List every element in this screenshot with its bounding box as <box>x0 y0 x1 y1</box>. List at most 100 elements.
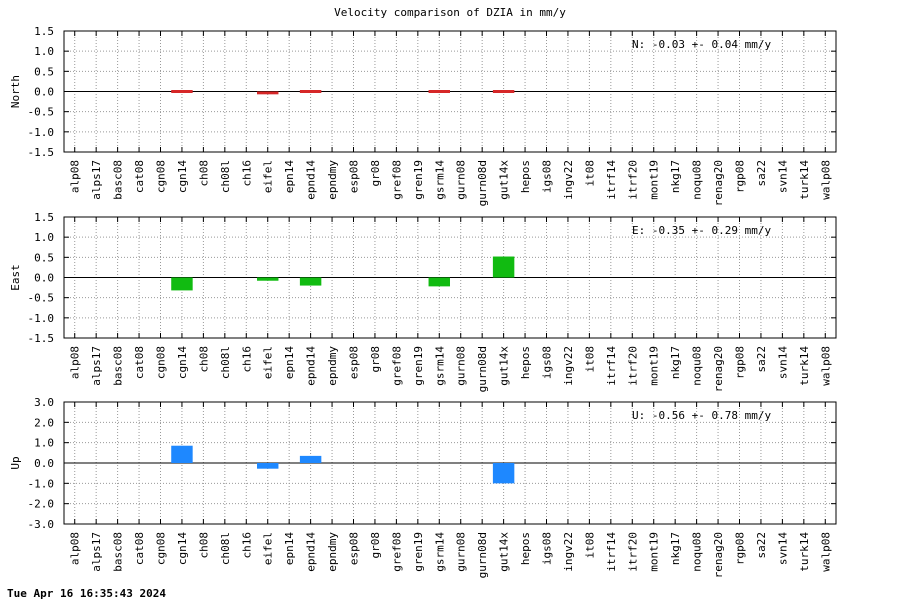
x-tick-label: nkg17 <box>669 160 682 193</box>
bar-eifel <box>257 277 279 281</box>
y-axis-label: North <box>9 75 22 108</box>
bar-cgn14 <box>171 277 193 291</box>
bar-epnd14 <box>299 277 322 286</box>
x-tick-label: hepos <box>519 160 532 193</box>
x-tick-label: itrf20 <box>626 160 639 200</box>
chart-title: Velocity comparison of DZIA in mm/y <box>334 6 566 19</box>
x-tick-label: cgn08 <box>155 160 168 193</box>
x-tick-label: itrf14 <box>605 346 618 386</box>
x-tick-label: ch08l <box>219 160 232 193</box>
x-tick-label: epndmy <box>326 532 339 572</box>
y-tick-label: -0.5 <box>28 106 55 119</box>
x-tick-label: gurn08 <box>455 532 468 572</box>
bar-gut14x <box>492 256 515 278</box>
x-tick-label: cat08 <box>133 346 146 379</box>
x-tick-label: gurn08d <box>476 160 489 206</box>
x-tick-label: gsrm14 <box>433 532 446 572</box>
x-tick-label: gren19 <box>412 160 425 200</box>
x-tick-label: ingv22 <box>562 346 575 386</box>
x-tick-label: it08 <box>583 346 596 373</box>
x-tick-label: rgp08 <box>734 160 747 193</box>
x-tick-label: sa22 <box>755 346 768 373</box>
y-tick-label: -1.0 <box>28 312 55 325</box>
bar-gut14x <box>492 463 515 484</box>
x-tick-label: igs08 <box>541 532 554 565</box>
bar-cgn14 <box>171 90 193 93</box>
x-tick-label: alps17 <box>90 160 103 200</box>
x-tick-label: eifel <box>262 346 275 379</box>
x-tick-label: svn14 <box>776 160 789 193</box>
x-tick-label: mont19 <box>648 532 661 572</box>
x-tick-label: gref08 <box>390 160 403 200</box>
x-tick-label: walp08 <box>819 160 832 200</box>
x-tick-label: turk14 <box>798 532 811 572</box>
x-tick-label: gurn08d <box>476 532 489 578</box>
x-tick-label: itrf20 <box>626 532 639 572</box>
x-tick-label: esp08 <box>348 346 361 379</box>
x-tick-label: walp08 <box>819 346 832 386</box>
y-tick-label: -1.5 <box>28 332 55 345</box>
x-tick-label: epndmy <box>326 160 339 200</box>
plot-frame <box>63 216 837 339</box>
y-tick-label: 1.0 <box>34 231 54 244</box>
x-tick-label: cgn08 <box>155 346 168 379</box>
y-tick-label: 0.5 <box>34 251 54 264</box>
y-tick-label: 2.0 <box>34 416 54 429</box>
x-tick-label: gref08 <box>390 532 403 572</box>
x-tick-label: gr08 <box>369 160 382 187</box>
stats-annotation: E: -0.35 +- 0.29 mm/y <box>632 224 771 237</box>
y-tick-label: -0.5 <box>28 292 55 305</box>
x-tick-label: cgn14 <box>176 532 189 565</box>
bar-gsrm14 <box>428 90 450 93</box>
y-tick-label: 1.5 <box>34 25 54 38</box>
bar-eifel <box>257 463 279 469</box>
x-tick-label: epn14 <box>283 532 296 565</box>
x-tick-label: igs08 <box>541 160 554 193</box>
x-tick-label: epnd14 <box>305 160 318 200</box>
x-tick-label: epndmy <box>326 346 339 386</box>
bar-epnd14 <box>299 90 322 93</box>
x-tick-label: ch16 <box>240 346 253 373</box>
x-tick-label: gr08 <box>369 346 382 373</box>
x-tick-label: epnd14 <box>305 346 318 386</box>
x-tick-label: noqu08 <box>691 532 704 572</box>
x-tick-label: alps17 <box>90 346 103 386</box>
x-tick-label: basc08 <box>112 346 125 386</box>
x-tick-label: mont19 <box>648 160 661 200</box>
y-tick-label: 0.5 <box>34 65 54 78</box>
x-tick-label: renag20 <box>712 160 725 206</box>
x-tick-label: walp08 <box>819 532 832 572</box>
x-tick-label: ingv22 <box>562 160 575 200</box>
x-tick-label: ch08 <box>197 346 210 373</box>
y-tick-label: -2.0 <box>28 498 55 511</box>
stats-annotation: N: -0.03 +- 0.04 mm/y <box>632 38 771 51</box>
x-tick-label: gr08 <box>369 532 382 559</box>
x-tick-label: it08 <box>583 532 596 559</box>
x-tick-label: ch08 <box>197 532 210 559</box>
y-tick-label: 0.0 <box>34 272 54 285</box>
x-tick-label: cgn14 <box>176 346 189 379</box>
x-tick-label: esp08 <box>348 532 361 565</box>
x-tick-label: ch16 <box>240 532 253 559</box>
x-tick-label: turk14 <box>798 160 811 200</box>
x-tick-label: itrf14 <box>605 532 618 572</box>
x-tick-label: esp08 <box>348 160 361 193</box>
x-tick-label: gren19 <box>412 346 425 386</box>
y-axis-label: Up <box>9 456 22 469</box>
x-tick-label: eifel <box>262 532 275 565</box>
x-tick-label: gsrm14 <box>433 346 446 386</box>
x-tick-label: cgn14 <box>176 160 189 193</box>
x-tick-label: gurn08 <box>455 160 468 200</box>
x-tick-label: ch08l <box>219 346 232 379</box>
y-tick-label: 3.0 <box>34 396 54 409</box>
x-tick-label: cgn08 <box>155 532 168 565</box>
y-tick-label: 1.5 <box>34 211 54 224</box>
x-tick-label: hepos <box>519 346 532 379</box>
y-tick-label: 1.0 <box>34 45 54 58</box>
y-axis-label: East <box>9 264 22 291</box>
y-tick-label: 0.0 <box>34 86 54 99</box>
stats-annotation: U: -0.56 +- 0.78 mm/y <box>632 409 771 422</box>
x-tick-label: mont19 <box>648 346 661 386</box>
timestamp: Tue Apr 16 16:35:43 2024 <box>7 587 166 600</box>
y-tick-label: -3.0 <box>28 518 55 531</box>
